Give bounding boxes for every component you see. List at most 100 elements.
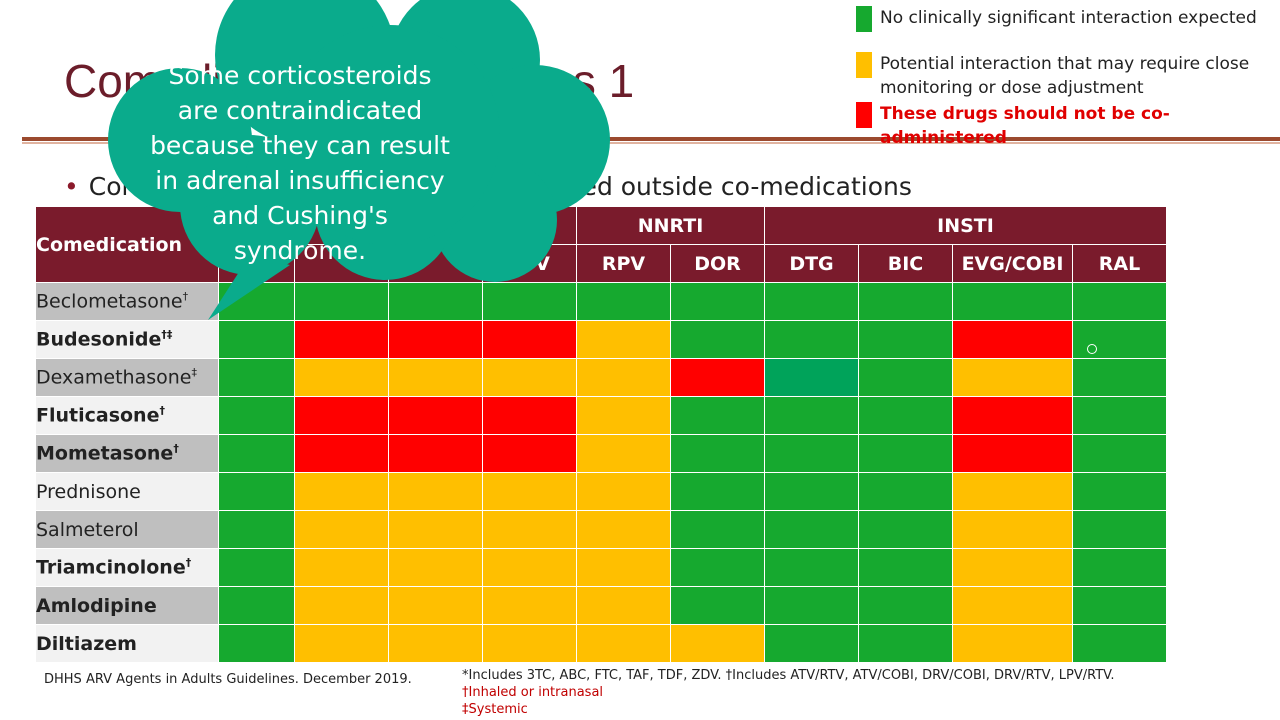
- red-swatch-icon: [856, 102, 872, 128]
- interaction-cell: [764, 510, 859, 549]
- interaction-cell: [218, 472, 295, 511]
- yellow-swatch-icon: [856, 52, 872, 78]
- interaction-cell: [294, 396, 389, 435]
- drug-name: Diltiazem: [36, 632, 137, 655]
- interaction-cell: [670, 358, 765, 397]
- interaction-cell: [952, 548, 1073, 587]
- interaction-cell: [858, 472, 953, 511]
- interaction-cell: [388, 548, 483, 587]
- drug-name-cell: Mometasone†: [35, 434, 219, 473]
- interaction-cell: [1072, 396, 1167, 435]
- interaction-cell: [764, 358, 859, 397]
- footnote-1: *Includes 3TC, ABC, FTC, TAF, TDF, ZDV. …: [462, 668, 1115, 683]
- interaction-cell: [576, 434, 671, 473]
- footnote-mark: †: [159, 404, 165, 418]
- interaction-cell: [482, 510, 577, 549]
- column-header: DTG: [764, 244, 859, 283]
- interaction-cell: [482, 586, 577, 625]
- footnotes: *Includes 3TC, ABC, FTC, TAF, TDF, ZDV. …: [462, 667, 1115, 718]
- interaction-cell: [294, 358, 389, 397]
- drug-name-cell: Amlodipine: [35, 586, 219, 625]
- table-row: Mometasone†: [35, 434, 1167, 473]
- interaction-table: Comedication NNRTI INSTI EFV RPV DOR DTG…: [35, 206, 1167, 663]
- drug-name-cell: Salmeterol: [35, 510, 219, 549]
- interaction-cell: [952, 510, 1073, 549]
- interaction-cell: [294, 510, 389, 549]
- interaction-cell: [670, 434, 765, 473]
- drug-name-cell: Prednisone: [35, 472, 219, 511]
- interaction-cell: [576, 510, 671, 549]
- interaction-cell: [576, 586, 671, 625]
- interaction-cell: [294, 434, 389, 473]
- table-row: Triamcinolone†: [35, 548, 1167, 587]
- interaction-cell: [482, 282, 577, 321]
- legend-label: No clinically significant interaction ex…: [880, 8, 1257, 28]
- table-row: Amlodipine: [35, 586, 1167, 625]
- footnote-mark: †: [173, 442, 179, 456]
- title-divider: [22, 137, 1280, 141]
- interaction-cell: [670, 624, 765, 663]
- callout-text: Some corticosteroids are contraindicated…: [150, 61, 450, 265]
- interaction-cell: [388, 510, 483, 549]
- interaction-cell: [576, 358, 671, 397]
- interaction-cell: [218, 434, 295, 473]
- group-header-insti: INSTI: [764, 206, 1167, 245]
- interaction-cell: [858, 624, 953, 663]
- interaction-cell: [670, 548, 765, 587]
- column-header: RAL: [1072, 244, 1167, 283]
- interaction-cell: [858, 396, 953, 435]
- drug-name-cell: Fluticasone†: [35, 396, 219, 435]
- table-row: Prednisone: [35, 472, 1167, 511]
- drug-name-cell: Diltiazem: [35, 624, 219, 663]
- table-row: Dexamethasone‡: [35, 358, 1167, 397]
- interaction-cell: [952, 396, 1073, 435]
- drug-name: Triamcinolone: [36, 556, 186, 579]
- drug-name: Dexamethasone: [36, 366, 192, 389]
- interaction-cell: [764, 396, 859, 435]
- interaction-cell: [482, 358, 577, 397]
- drug-name: Amlodipine: [36, 594, 157, 617]
- interaction-cell: [1072, 358, 1167, 397]
- row-header-label: Comedication: [35, 206, 219, 283]
- green-swatch-icon: [856, 6, 872, 32]
- interaction-cell: [388, 396, 483, 435]
- interaction-cell: [294, 472, 389, 511]
- drug-name: Salmeterol: [36, 518, 139, 541]
- interaction-cell: [952, 358, 1073, 397]
- interaction-cell: [1072, 320, 1167, 359]
- footnote-2: †Inhaled or intranasal: [462, 685, 604, 700]
- column-header: RPV: [576, 244, 671, 283]
- drug-name: Fluticasone: [36, 404, 160, 427]
- interaction-cell: [764, 320, 859, 359]
- interaction-cell: [576, 548, 671, 587]
- footnote-mark: †‡: [161, 328, 173, 342]
- interaction-cell: [482, 396, 577, 435]
- interaction-cell: [952, 282, 1073, 321]
- footnote-mark: †: [185, 556, 192, 570]
- interaction-cell: [294, 320, 389, 359]
- interaction-cell: [482, 548, 577, 587]
- interaction-cell: [388, 624, 483, 663]
- drug-name-cell: Budesonide†‡: [35, 320, 219, 359]
- interaction-cell: [670, 396, 765, 435]
- interaction-cell: [576, 396, 671, 435]
- column-header: EVG/COBI: [952, 244, 1073, 283]
- interaction-cell: [858, 586, 953, 625]
- footnote-3: ‡Systemic: [462, 702, 528, 717]
- legend-item-green: No clinically significant interaction ex…: [856, 6, 1257, 32]
- interaction-cell: [576, 282, 671, 321]
- title-divider-shadow: [22, 142, 1280, 144]
- interaction-cell: [858, 320, 953, 359]
- interaction-cell: [388, 472, 483, 511]
- interaction-cell: [388, 434, 483, 473]
- interaction-cell: [1072, 586, 1167, 625]
- drug-name: Prednisone: [36, 480, 141, 503]
- interaction-cell: [1072, 434, 1167, 473]
- legend-item-red: These drugs should not be co-administere…: [856, 102, 1276, 150]
- interaction-cell: [1072, 548, 1167, 587]
- group-header-nnrti: NNRTI: [576, 206, 765, 245]
- interaction-cell: [482, 472, 577, 511]
- interaction-cell: [294, 548, 389, 587]
- interaction-cell: [482, 434, 577, 473]
- interaction-cell: [1072, 624, 1167, 663]
